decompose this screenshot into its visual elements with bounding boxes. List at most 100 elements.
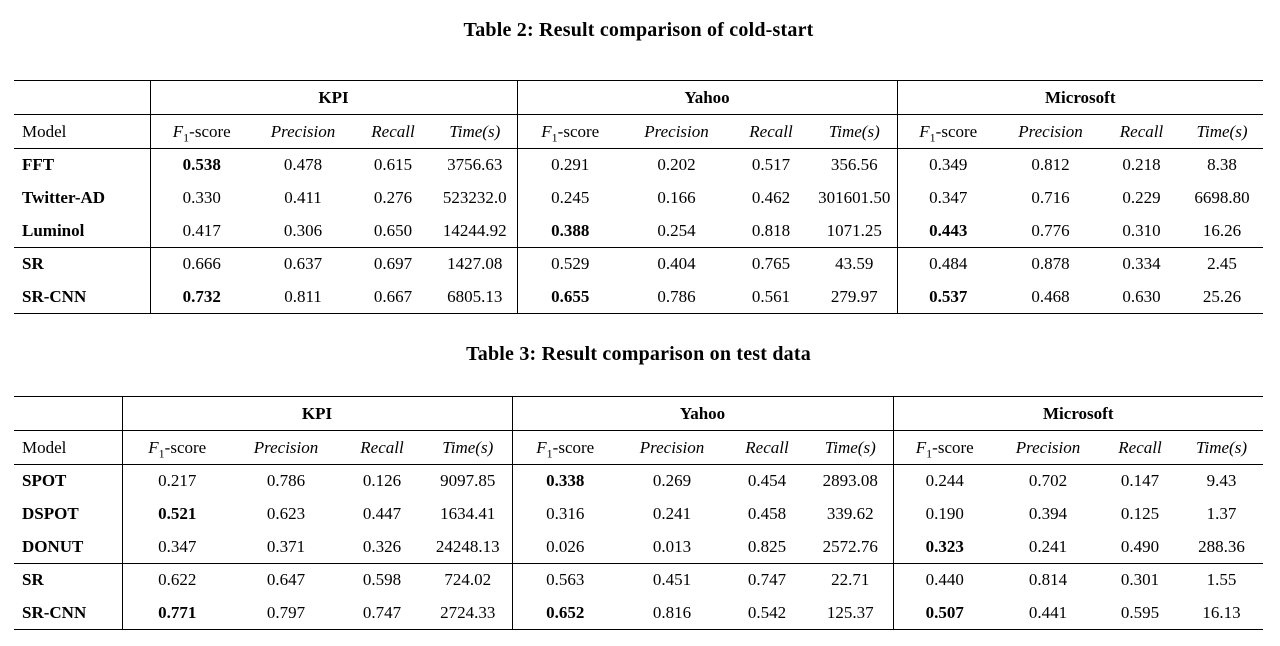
metric-value: 0.747 [362, 602, 402, 622]
group-header-row: KPI Yahoo Microsoft [14, 80, 1263, 115]
metric-value: 0.229 [1122, 188, 1161, 207]
col-header-yahoo-recall: Recall [726, 430, 808, 465]
col-header-yahoo-time-s-: Time(s) [812, 114, 897, 149]
table-row: SPOT 0.217 0.786 0.126 9097.85 0.338 0.269 0.45… [14, 464, 1263, 498]
metric-value: 0.190 [892, 497, 996, 531]
table3-container: KPI Yahoo Microsoft Model F1-score Precision R… [0, 396, 1280, 630]
metric-value: 0.652 [511, 596, 618, 630]
col-header-microsoft-f1-score: F1-score [892, 430, 996, 465]
metric-value: 0.326 [340, 530, 424, 564]
metric-value: 0.765 [751, 254, 791, 274]
col-header-microsoft-time-s-: Time(s) [1180, 430, 1263, 465]
model-name: SR [22, 254, 44, 274]
metric-value: 0.244 [892, 464, 996, 498]
group-header-yahoo: Yahoo [511, 396, 893, 431]
table-row: DSPOT 0.521 0.623 0.447 1634.41 0.316 0.241 0.4… [14, 497, 1263, 531]
model-name: SPOT [22, 471, 67, 491]
corner-cell [14, 80, 150, 115]
metric-value: 0.347 [896, 181, 999, 215]
metric-value: 0.443 [896, 214, 999, 248]
metric-value: 8.38 [1207, 155, 1237, 175]
col-header-microsoft-recall: Recall [1102, 114, 1181, 149]
metric-value: 14244.92 [433, 214, 517, 248]
metric-value: 0.276 [373, 188, 413, 207]
metric-value: 24248.13 [424, 530, 512, 564]
metric-value: 0.561 [751, 286, 791, 306]
metric-value: 0.241 [996, 530, 1100, 564]
metric-value: 0.241 [652, 504, 692, 523]
metric-value: 0.338 [511, 464, 618, 498]
metric-value: 2893.08 [822, 471, 878, 491]
metric-value: 0.217 [121, 464, 232, 498]
metric-value: 16.13 [1202, 602, 1241, 622]
table-row: DONUT 0.347 0.371 0.326 24248.13 0.026 0.013 0.… [14, 530, 1263, 564]
model-column-header: Model [14, 430, 122, 465]
metric-value: 339.62 [826, 504, 874, 523]
metric-value: 9.43 [1206, 471, 1237, 491]
metric-value: 301601.50 [818, 188, 891, 207]
metric-value: 0.347 [121, 530, 232, 564]
metric-value: 0.404 [657, 254, 696, 274]
col-header-microsoft-precision: Precision [996, 430, 1100, 465]
group-header-yahoo: Yahoo [516, 80, 897, 115]
metric-value: 0.812 [1031, 155, 1070, 175]
metric-value: 0.349 [896, 148, 999, 182]
table-row: SR-CNN 0.732 0.811 0.667 6805.13 0.655 0.786 0.… [14, 280, 1263, 314]
col-header-yahoo-precision: Precision [618, 430, 726, 465]
metric-value: 0.878 [1031, 254, 1070, 274]
col-header-microsoft-recall: Recall [1100, 430, 1180, 465]
metric-value: 0.825 [726, 530, 808, 564]
col-header-yahoo-precision: Precision [623, 114, 730, 149]
metric-value: 0.468 [1031, 286, 1070, 306]
metric-value: 0.771 [121, 596, 232, 630]
metric-value: 2572.76 [808, 530, 893, 564]
col-header-kpi-precision: Precision [253, 114, 353, 149]
metric-value: 0.316 [511, 497, 618, 531]
metric-value: 125.37 [826, 602, 874, 622]
metric-value: 0.786 [266, 471, 306, 491]
metric-value: 0.245 [516, 181, 623, 215]
metric-value: 0.732 [149, 280, 253, 314]
metric-value: 0.417 [149, 214, 253, 248]
metric-value: 0.013 [618, 530, 726, 564]
col-header-yahoo-time-s-: Time(s) [808, 430, 893, 465]
model-name: DSPOT [22, 504, 79, 523]
metric-value: 0.818 [730, 214, 812, 248]
metric-value: 1634.41 [440, 504, 496, 523]
col-header-yahoo-f1-score: F1-score [511, 430, 618, 465]
metric-value: 6698.80 [1194, 188, 1250, 207]
model-name: SR-CNN [22, 602, 87, 622]
metric-value: 0.667 [373, 286, 413, 306]
metric-value: 0.490 [1100, 530, 1180, 564]
metric-value: 0.125 [1120, 504, 1160, 523]
metric-value: 523232.0 [442, 188, 507, 207]
group-header-kpi: KPI [149, 80, 517, 115]
table-row: FFT 0.538 0.478 0.615 3756.63 0.291 0.202 0.517… [14, 148, 1263, 182]
metric-value: 0.598 [362, 570, 402, 590]
metric-value: 22.71 [831, 570, 870, 590]
metric-value: 724.02 [444, 570, 492, 590]
metric-value: 0.666 [149, 247, 253, 281]
metric-value: 0.440 [892, 563, 996, 597]
metric-value: 1.55 [1206, 570, 1237, 590]
metric-value: 0.637 [283, 254, 323, 274]
metric-value: 0.478 [283, 155, 323, 175]
col-header-kpi-f1-score: F1-score [121, 430, 232, 465]
metric-value: 0.507 [892, 596, 996, 630]
table2-caption: Table 2: Result comparison of cold-start [463, 19, 814, 41]
metric-value: 0.388 [516, 214, 623, 248]
metric-value: 2.45 [1207, 254, 1237, 274]
group-header-kpi: KPI [121, 396, 512, 431]
model-name: Twitter-AD [22, 188, 106, 207]
metric-value: 0.538 [149, 148, 253, 182]
metric-value: 0.166 [657, 188, 696, 207]
model-name: SR-CNN [22, 286, 87, 306]
metric-value: 25.26 [1202, 286, 1242, 306]
metric-value: 0.462 [751, 188, 791, 207]
col-header-kpi-precision: Precision [232, 430, 340, 465]
model-name: SR [22, 570, 44, 590]
metric-value: 0.323 [892, 530, 996, 564]
table-row: Luminol 0.417 0.306 0.650 14244.92 0.388 0.254… [14, 214, 1263, 248]
metric-value: 0.291 [516, 148, 623, 182]
group-header-microsoft: Microsoft [896, 80, 1263, 115]
